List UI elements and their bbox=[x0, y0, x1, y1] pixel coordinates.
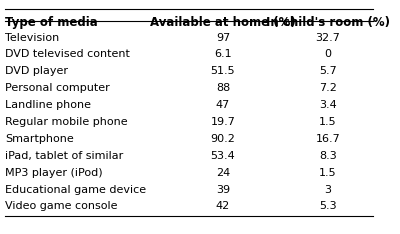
Text: 53.4: 53.4 bbox=[210, 151, 235, 161]
Text: Type of media: Type of media bbox=[5, 16, 98, 29]
Text: 24: 24 bbox=[216, 168, 230, 178]
Text: 7.2: 7.2 bbox=[319, 83, 337, 93]
Text: 32.7: 32.7 bbox=[316, 33, 340, 43]
Text: DVD televised content: DVD televised content bbox=[5, 49, 130, 59]
Text: 97: 97 bbox=[216, 33, 230, 43]
Text: 0: 0 bbox=[324, 49, 332, 59]
Text: Personal computer: Personal computer bbox=[5, 83, 110, 93]
Text: 5.3: 5.3 bbox=[319, 201, 337, 211]
Text: Television: Television bbox=[5, 33, 59, 43]
Text: Landline phone: Landline phone bbox=[5, 100, 91, 110]
Text: Available at home (%): Available at home (%) bbox=[150, 16, 296, 29]
Text: Smartphone: Smartphone bbox=[5, 134, 74, 144]
Text: Video game console: Video game console bbox=[5, 201, 118, 211]
Text: 3: 3 bbox=[324, 185, 332, 194]
Text: 1.5: 1.5 bbox=[319, 168, 337, 178]
Text: Educational game device: Educational game device bbox=[5, 185, 146, 194]
Text: 5.7: 5.7 bbox=[319, 66, 337, 76]
Text: 90.2: 90.2 bbox=[210, 134, 235, 144]
Text: 51.5: 51.5 bbox=[211, 66, 235, 76]
Text: 6.1: 6.1 bbox=[214, 49, 232, 59]
Text: 39: 39 bbox=[216, 185, 230, 194]
Text: 16.7: 16.7 bbox=[316, 134, 340, 144]
Text: 1.5: 1.5 bbox=[319, 117, 337, 127]
Text: 88: 88 bbox=[216, 83, 230, 93]
Text: 47: 47 bbox=[216, 100, 230, 110]
Text: 42: 42 bbox=[216, 201, 230, 211]
Text: 19.7: 19.7 bbox=[210, 117, 235, 127]
Text: 8.3: 8.3 bbox=[319, 151, 337, 161]
Text: MP3 player (iPod): MP3 player (iPod) bbox=[5, 168, 103, 178]
Text: Regular mobile phone: Regular mobile phone bbox=[5, 117, 128, 127]
Text: DVD player: DVD player bbox=[5, 66, 68, 76]
Text: iPad, tablet of similar: iPad, tablet of similar bbox=[5, 151, 123, 161]
Text: In child's room (%): In child's room (%) bbox=[266, 16, 390, 29]
Text: 3.4: 3.4 bbox=[319, 100, 337, 110]
